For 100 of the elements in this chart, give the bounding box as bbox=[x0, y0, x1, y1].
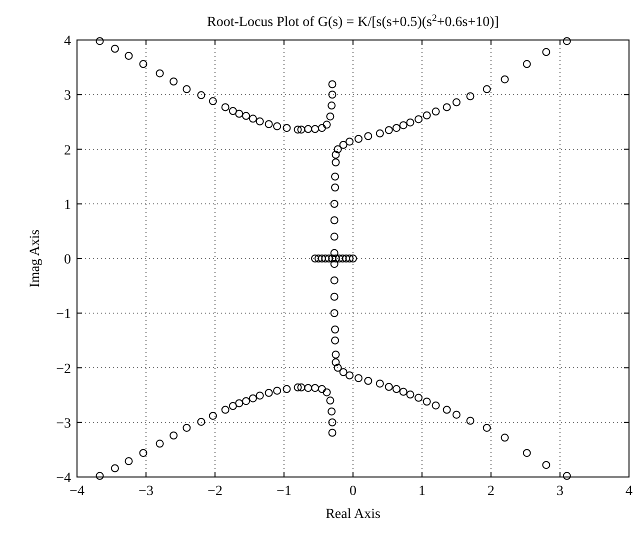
y-axis-title: Imag Axis bbox=[28, 230, 43, 288]
point bbox=[235, 110, 244, 118]
point bbox=[328, 407, 336, 416]
point bbox=[338, 254, 347, 262]
point bbox=[326, 396, 334, 405]
point bbox=[324, 254, 333, 262]
point bbox=[334, 364, 342, 372]
y-tick-label: −2 bbox=[56, 362, 71, 377]
point bbox=[422, 398, 431, 406]
point bbox=[228, 107, 237, 116]
point bbox=[311, 125, 320, 134]
x-tick-label: −2 bbox=[208, 484, 222, 499]
point bbox=[273, 386, 282, 395]
x-tick-label: 1 bbox=[418, 484, 426, 499]
point bbox=[242, 397, 250, 406]
point bbox=[442, 103, 451, 112]
point bbox=[264, 120, 273, 128]
point bbox=[330, 216, 338, 224]
point bbox=[294, 383, 302, 392]
point bbox=[399, 388, 408, 396]
point bbox=[414, 394, 423, 402]
point bbox=[318, 124, 326, 132]
point bbox=[197, 91, 206, 100]
point bbox=[500, 434, 509, 442]
y-tick-label: 3 bbox=[64, 88, 71, 104]
point bbox=[354, 374, 363, 382]
point bbox=[346, 138, 354, 146]
point bbox=[542, 460, 550, 469]
point bbox=[124, 457, 133, 466]
x-tick-label: 2 bbox=[488, 484, 494, 499]
point bbox=[156, 440, 164, 448]
point bbox=[256, 117, 264, 126]
point bbox=[235, 399, 244, 408]
point bbox=[331, 336, 340, 344]
point bbox=[542, 48, 550, 56]
point bbox=[330, 232, 338, 241]
point bbox=[242, 112, 250, 120]
x-tick-label: 3 bbox=[556, 484, 564, 499]
y-tick-label: 4 bbox=[64, 34, 71, 49]
x-axis-title: Real Axis bbox=[326, 507, 380, 522]
point bbox=[228, 402, 237, 410]
point bbox=[334, 145, 342, 154]
y-tick-label: 2 bbox=[64, 143, 71, 158]
point bbox=[332, 350, 340, 359]
point bbox=[332, 254, 340, 262]
point bbox=[182, 85, 191, 94]
point bbox=[432, 401, 440, 410]
point bbox=[342, 254, 350, 262]
x-tick-label: 0 bbox=[350, 484, 356, 499]
point bbox=[124, 52, 133, 60]
point bbox=[384, 382, 393, 391]
point bbox=[322, 120, 331, 129]
x-tick-label: 4 bbox=[626, 484, 632, 499]
point bbox=[482, 85, 491, 94]
point bbox=[562, 37, 571, 46]
point bbox=[384, 126, 393, 134]
point bbox=[326, 112, 334, 120]
point bbox=[406, 390, 414, 399]
point bbox=[328, 254, 336, 262]
point bbox=[328, 80, 336, 88]
y-tick-label: 1 bbox=[64, 198, 71, 213]
point bbox=[256, 392, 264, 400]
point bbox=[354, 134, 363, 143]
point bbox=[422, 111, 431, 120]
y-tick-label: −3 bbox=[56, 416, 71, 432]
point bbox=[110, 464, 119, 472]
y-tick-label: 0 bbox=[64, 252, 71, 268]
point bbox=[297, 383, 306, 392]
point bbox=[221, 406, 230, 414]
point bbox=[346, 254, 354, 262]
point bbox=[304, 125, 312, 134]
point bbox=[318, 385, 326, 394]
chart-title: Root-Locus Plot of G(s) = K/[s(s+0.5)(s$^{2}$+0.6s+10)] bbox=[207, 12, 499, 30]
point bbox=[330, 249, 338, 258]
point bbox=[328, 428, 336, 437]
point bbox=[321, 254, 330, 262]
point bbox=[346, 371, 354, 380]
point bbox=[364, 132, 372, 140]
point bbox=[294, 126, 302, 134]
point bbox=[522, 60, 531, 68]
point bbox=[314, 254, 322, 262]
point bbox=[522, 448, 531, 457]
point bbox=[156, 69, 164, 78]
point bbox=[392, 124, 400, 132]
point bbox=[500, 75, 509, 84]
point bbox=[282, 385, 291, 394]
point bbox=[364, 376, 372, 385]
point bbox=[392, 385, 400, 394]
point bbox=[139, 60, 148, 68]
point bbox=[376, 129, 384, 138]
point bbox=[328, 418, 336, 426]
y-tick-label: −4 bbox=[56, 471, 71, 486]
point bbox=[399, 121, 408, 130]
point bbox=[197, 418, 206, 426]
point bbox=[452, 410, 460, 419]
point bbox=[330, 200, 338, 208]
point bbox=[332, 158, 340, 166]
point bbox=[170, 78, 178, 86]
point bbox=[452, 98, 460, 106]
point bbox=[248, 114, 257, 123]
